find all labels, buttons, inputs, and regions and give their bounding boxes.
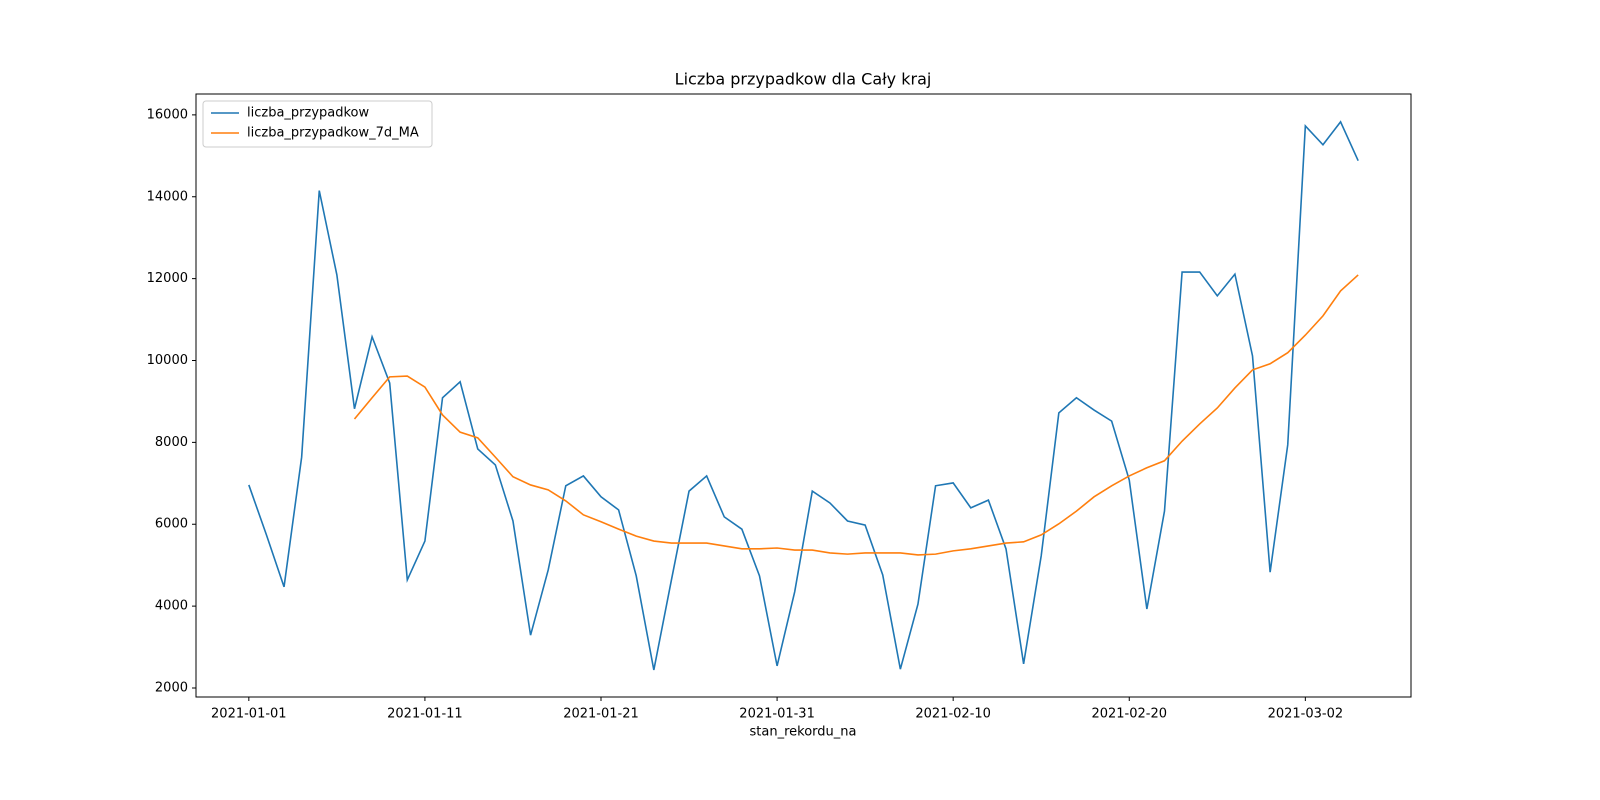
y-tick-label: 4000 [155,599,188,614]
legend-label: liczba_przypadkow [247,106,370,121]
x-tick-label: 2021-02-10 [915,707,991,722]
y-tick-label: 14000 [147,189,188,204]
legend-label: liczba_przypadkow_7d_MA [247,126,419,141]
plot-frame [195,93,1412,698]
x-tick-label: 2021-02-20 [1091,707,1167,722]
series-line [248,120,1359,671]
y-tick-label: 10000 [147,353,188,368]
x-tick-label: 2021-01-11 [387,707,463,722]
x-axis-label: stan_rekordu_na [750,725,857,740]
series-line [353,274,1359,556]
chart-title: Liczba przypadkow dla Cały kraj [675,70,932,89]
y-tick-label: 6000 [155,517,188,532]
x-tick-label: 2021-01-21 [563,707,639,722]
y-tick-label: 2000 [155,680,188,695]
x-tick-label: 2021-01-01 [211,707,287,722]
x-tick-label: 2021-03-02 [1268,707,1344,722]
x-tick-label: 2021-01-31 [739,707,815,722]
y-tick-label: 12000 [147,271,188,286]
y-tick-label: 16000 [147,107,188,122]
legend-box [202,100,433,148]
y-tick-label: 8000 [155,435,188,450]
